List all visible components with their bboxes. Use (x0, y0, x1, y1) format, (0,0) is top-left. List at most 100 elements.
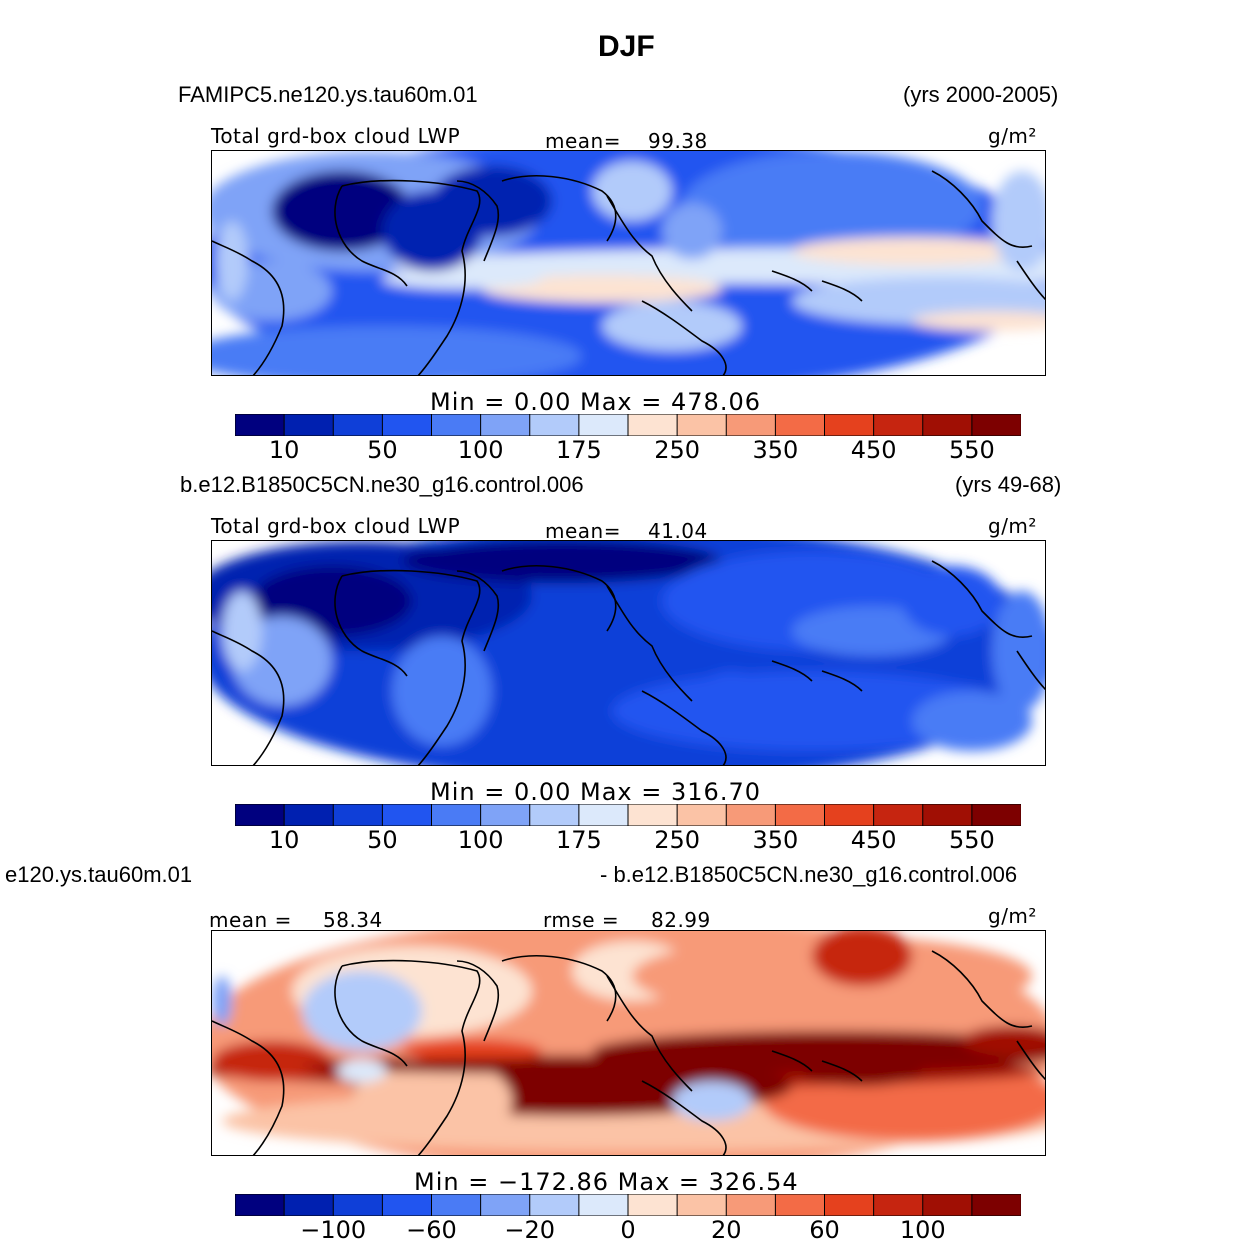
colorbar-tick-label: 100 (899, 1216, 946, 1244)
colorbar-swatch-0 (235, 804, 285, 826)
colorbar-swatch-7 (578, 414, 629, 436)
colorbar-swatch-9 (676, 1194, 728, 1216)
colorbar-swatch-15 (971, 1194, 1021, 1216)
colorbar-swatch-0 (235, 414, 285, 436)
coastline-3 (606, 195, 693, 312)
colorbar-swatch-4 (431, 1194, 482, 1216)
colorbar-swatch-10 (725, 804, 777, 826)
contour-region-16 (592, 161, 672, 221)
coastline-6 (1016, 1040, 1045, 1081)
colorbar-swatch-1 (283, 414, 335, 436)
panel3-units: g/m² (988, 904, 1037, 928)
colorbar-tick-label: −100 (300, 1216, 367, 1244)
colorbar-swatch-11 (774, 414, 826, 436)
contour-region-19 (212, 976, 232, 1026)
colorbar-swatch-12 (824, 804, 875, 826)
colorbar-tick-label: 250 (654, 826, 701, 854)
colorbar-swatch-13 (873, 804, 924, 826)
colorbar-swatch-8 (627, 414, 678, 436)
colorbar-swatch-4 (431, 414, 482, 436)
coastline-2 (501, 955, 617, 1022)
contour-region-9 (912, 311, 1045, 331)
colorbar-swatch-2 (332, 1194, 384, 1216)
colorbar-swatch-9 (676, 414, 728, 436)
contour-region-18 (337, 1059, 387, 1083)
colorbar-swatch-3 (381, 414, 433, 436)
colorbar-swatch-7 (578, 1194, 629, 1216)
contour-region-11 (272, 171, 412, 251)
colorbar-tick-label: 350 (752, 436, 799, 464)
coastline-1 (456, 960, 500, 1042)
contour-region-6 (482, 275, 722, 303)
contour-region-8 (392, 636, 492, 746)
panel1-mean-label: mean= (545, 129, 621, 153)
coastline-1 (456, 180, 500, 262)
panel1-case-name: FAMIPC5.ne120.ys.tau60m.01 (178, 82, 478, 107)
colorbar-tick-label: 10 (268, 436, 300, 464)
colorbar-tick-label: 10 (268, 826, 300, 854)
colorbar-tick-label: 50 (367, 826, 398, 854)
contour-region-12 (612, 671, 1012, 751)
contour-region-15 (302, 1058, 902, 1074)
colorbar-swatch-14 (922, 1194, 973, 1216)
coastline-3 (606, 975, 693, 1092)
colorbar-tick-label: 175 (555, 436, 602, 464)
panel2-case-name: b.e12.B1850C5CN.ne30_g16.control.006 (180, 472, 584, 497)
coastline-8 (771, 660, 863, 692)
contour-region-13 (912, 691, 1032, 751)
panel1-colorbar (235, 414, 1021, 436)
contour-field (212, 151, 1045, 375)
panel1-years: (yrs 2000-2005) (903, 82, 1059, 107)
contour-region-14 (962, 1026, 1045, 1056)
coastline-7 (212, 1020, 285, 1155)
contour-region-13 (212, 1041, 332, 1081)
colorbar-tick-label: −20 (504, 1216, 556, 1244)
contour-region-5 (792, 237, 1032, 265)
panel2-variable-label: Total grd-box cloud LWP (211, 514, 461, 538)
colorbar-swatch-6 (529, 1194, 580, 1216)
coastline-3 (606, 585, 693, 702)
contour-region-11 (992, 591, 1045, 711)
colorbar-swatch-3 (381, 804, 433, 826)
colorbar-swatch-13 (873, 1194, 924, 1216)
colorbar-tick-label: 175 (555, 826, 602, 854)
colorbar-swatch-14 (922, 804, 973, 826)
coastline-0 (334, 179, 481, 375)
colorbar-swatch-1 (283, 804, 335, 826)
colorbar-swatch-2 (332, 804, 384, 826)
contour-region-3 (402, 541, 722, 583)
colorbar-tick-label: 20 (710, 1216, 742, 1244)
panel1-variable-label: Total grd-box cloud LWP (211, 124, 461, 148)
colorbar-swatch-15 (971, 804, 1021, 826)
coastline-4 (641, 690, 727, 765)
colorbar-tick-label: 450 (850, 826, 897, 854)
panel1-contour-plot (212, 151, 1045, 375)
contour-region-3 (212, 326, 582, 375)
panel2-minmax: Min = 0.00 Max = 316.70 (430, 778, 761, 806)
contour-region-11 (352, 1056, 512, 1146)
colorbar-tick-label: 0 (620, 1216, 636, 1244)
contour-region-10 (902, 566, 1002, 636)
coastline-5 (931, 170, 1033, 248)
colorbar-tick-label: 550 (948, 436, 995, 464)
contour-region-2 (302, 971, 422, 1051)
contour-field (212, 931, 1045, 1155)
panel2-years: (yrs 49-68) (955, 472, 1062, 497)
coastline-2 (501, 175, 617, 242)
colorbar-tick-label: 100 (457, 436, 504, 464)
coastline-5 (931, 950, 1033, 1028)
colorbar-swatch-12 (824, 1194, 875, 1216)
panel2-units: g/m² (988, 514, 1037, 538)
contour-region-14 (216, 221, 248, 301)
coastline-8 (771, 1050, 863, 1082)
contour-region-12 (402, 1039, 542, 1063)
coastline-6 (1016, 260, 1045, 301)
colorbar-swatch-4 (431, 804, 482, 826)
panel2-map (211, 540, 1046, 766)
contour-region-5 (812, 931, 912, 986)
contour-region-7 (222, 591, 262, 671)
colorbar-swatch-14 (922, 414, 973, 436)
panel2-mean-value: 41.04 (648, 519, 708, 543)
coastline-5 (931, 560, 1033, 638)
panel2-colorbar (235, 804, 1021, 826)
